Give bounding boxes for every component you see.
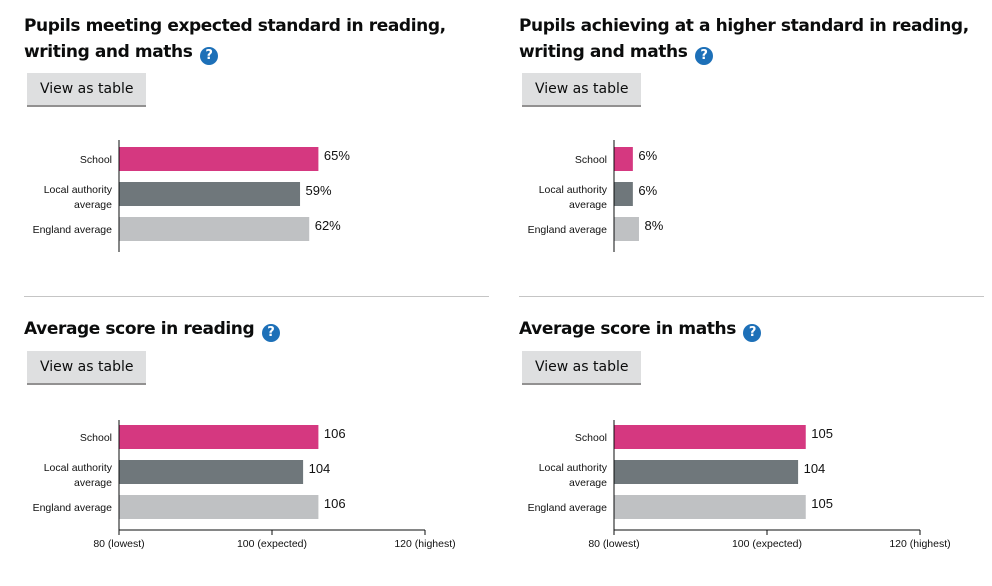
panel-higher-standard: Pupils achieving at a higher standard in… [519,13,985,65]
category-label-school: School [80,432,112,444]
view-as-table-button[interactable]: View as table [27,73,147,105]
view-as-table-button[interactable]: View as table [522,351,642,383]
section-divider [24,296,489,297]
category-label-local-authority: average [74,199,112,211]
category-label-local-authority: average [569,199,607,211]
data-label-local-authority: 104 [804,461,826,476]
data-label-local-authority: 104 [309,461,331,476]
data-label-school: 6% [638,148,657,163]
panel-title-text: Average score in maths [519,319,736,339]
x-tick-label: 120 (highest) [889,538,950,550]
data-label-school: 65% [324,148,350,163]
x-tick-label: 100 (expected) [732,538,802,550]
chart-maths-score: 105 School 104 Local authority average 105 Eng… [528,420,951,550]
category-label-local-authority: average [569,477,607,489]
data-label-england: 106 [324,496,346,511]
category-label-local-authority: Local authority [44,462,113,474]
chart-higher-standard: 6% School 6% Local authority average 8% Englan… [528,140,664,252]
category-label-england: England average [33,502,113,514]
bar-england [614,217,639,241]
panel-maths-score: Average score in maths ? [519,316,985,342]
category-label-school: School [80,154,112,166]
category-label-england: England average [33,224,113,236]
help-icon[interactable]: ? [261,324,280,342]
help-icon[interactable]: ? [200,47,218,65]
data-label-england: 62% [315,218,341,233]
panel-title-text: Average score in reading [24,319,255,339]
panel-title: Average score in maths ? [519,316,985,342]
panel-title: Pupils achieving at a higher standard in… [519,13,985,65]
bar-school [614,425,806,449]
help-icon[interactable]: ? [743,324,762,342]
bar-england [614,495,806,519]
panel-reading-score: Average score in reading ? [24,316,490,342]
x-tick-label: 80 (lowest) [93,538,144,550]
category-label-england: England average [528,224,608,236]
panel-title-text: Pupils meeting expected standard in read… [24,16,446,62]
chart-reading-score: 106 School 104 Local authority average 106 Eng… [33,420,456,550]
data-label-school: 105 [811,426,833,441]
category-label-local-authority: Local authority [44,184,113,196]
help-icon[interactable]: ? [695,47,713,65]
bar-local-authority [614,182,633,206]
bar-school [119,425,319,449]
category-label-school: School [575,432,607,444]
panel-title: Pupils meeting expected standard in read… [24,13,490,65]
data-label-local-authority: 59% [306,183,332,198]
bar-local-authority [119,182,301,206]
bar-local-authority [614,460,799,484]
panel-title: Average score in reading ? [24,316,490,342]
view-as-table-button[interactable]: View as table [522,73,642,105]
data-label-school: 106 [324,426,346,441]
section-divider [519,296,984,297]
x-tick-label: 100 (expected) [237,538,307,550]
category-label-local-authority: average [74,477,112,489]
panel-expected-standard: Pupils meeting expected standard in read… [24,13,490,65]
chart-expected-standard: 65% School 59% Local authority average 62% Eng… [33,140,350,252]
category-label-local-authority: Local authority [539,184,608,196]
category-label-england: England average [528,502,608,514]
bar-england [119,495,319,519]
data-label-local-authority: 6% [638,183,657,198]
bar-england [119,217,310,241]
bar-school [119,147,319,171]
x-tick-label: 80 (lowest) [588,538,639,550]
category-label-local-authority: Local authority [539,462,608,474]
bar-local-authority [119,460,304,484]
category-label-school: School [575,154,607,166]
view-as-table-button[interactable]: View as table [27,351,147,383]
bar-school [614,147,633,171]
x-tick-label: 120 (highest) [394,538,455,550]
data-label-england: 8% [644,218,663,233]
data-label-england: 105 [811,496,833,511]
panel-title-text: Pupils achieving at a higher standard in… [519,16,969,62]
